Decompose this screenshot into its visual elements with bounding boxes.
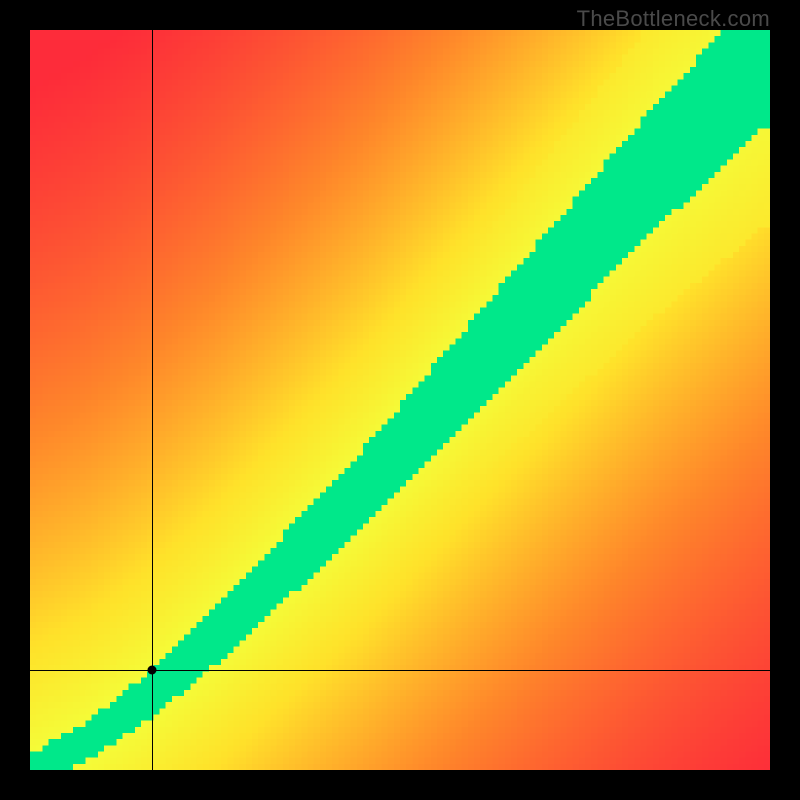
crosshair-vertical — [152, 30, 153, 770]
plot-area — [30, 30, 770, 770]
bottleneck-heatmap — [30, 30, 770, 770]
selection-marker — [148, 666, 157, 675]
watermark: TheBottleneck.com — [577, 6, 770, 32]
crosshair-horizontal — [30, 670, 770, 671]
